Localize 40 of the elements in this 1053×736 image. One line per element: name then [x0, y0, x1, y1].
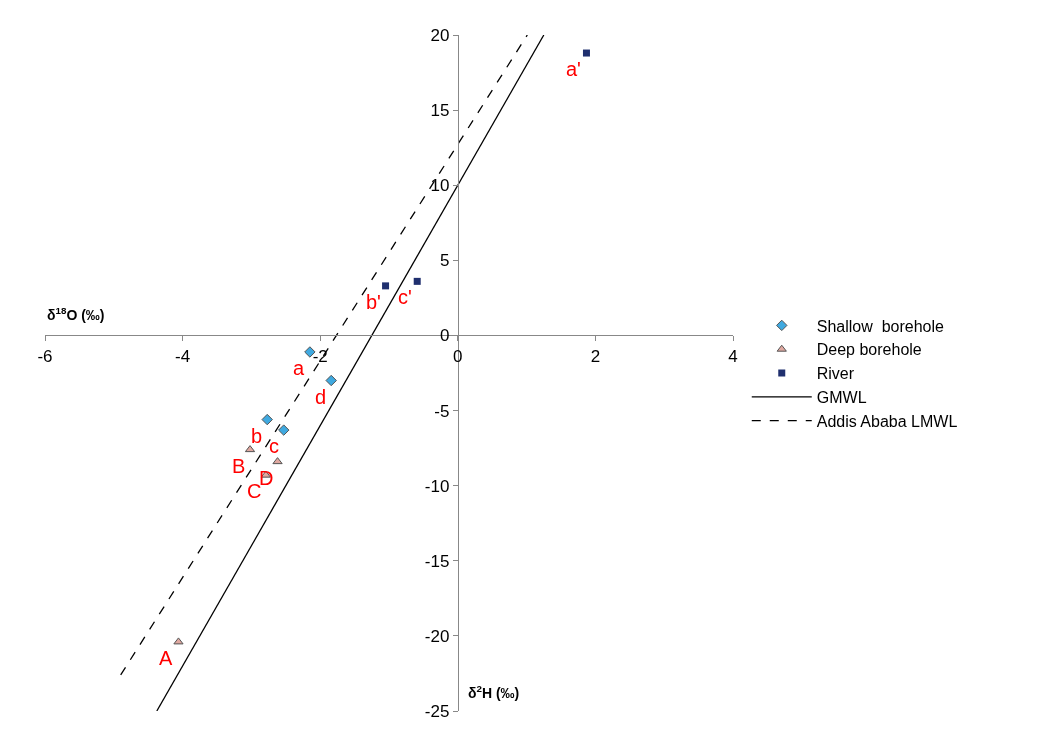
y-tick-label: 0: [439, 326, 450, 346]
y-tick-label: 20: [430, 25, 450, 45]
y-tick-label: 10: [430, 176, 450, 196]
annotation: d: [315, 386, 327, 408]
legend-label: Shallow borehole: [816, 317, 945, 335]
legend-label: Addis Ababa LMWL: [816, 412, 958, 430]
x-tick-label: -6: [37, 346, 53, 366]
point: [413, 277, 421, 285]
annotation: b: [251, 425, 263, 447]
y-tick-label: -20: [424, 626, 450, 646]
x-tick-label: 2: [590, 346, 601, 366]
annotation: b': [366, 291, 381, 313]
annotation: a: [293, 357, 305, 379]
y-tick-label: 5: [439, 251, 450, 271]
x-tick-label: 0: [453, 346, 463, 366]
legend-label: Deep borehole: [816, 341, 922, 359]
legend-label: GMWL: [816, 389, 867, 407]
annotation: c: [269, 435, 279, 457]
annotation: A: [159, 647, 173, 669]
x-axis-title: δ$^{18}$O (‰): [47, 305, 105, 323]
annotation: B: [232, 455, 246, 477]
point: [261, 413, 273, 426]
point: [382, 282, 390, 290]
y-tick-label: -25: [424, 701, 450, 721]
annotation: c': [398, 286, 412, 308]
point: [278, 424, 290, 436]
x-tick-label: 4: [728, 346, 738, 366]
y-tick-label: 15: [430, 101, 450, 121]
point: [582, 49, 590, 57]
y-axis-title: δ$^{2}$H (‰): [468, 683, 520, 701]
y-tick-label: -10: [424, 476, 450, 496]
point: [272, 457, 283, 465]
x-tick-label: -4: [175, 346, 191, 366]
y-tick-label: -15: [424, 551, 450, 571]
y-tick-label: -5: [434, 401, 450, 421]
point: [173, 637, 184, 645]
point: [325, 374, 337, 387]
annotation: a': [566, 58, 581, 80]
legend-label: River: [816, 365, 855, 383]
x-tick-label: -2: [312, 346, 328, 366]
